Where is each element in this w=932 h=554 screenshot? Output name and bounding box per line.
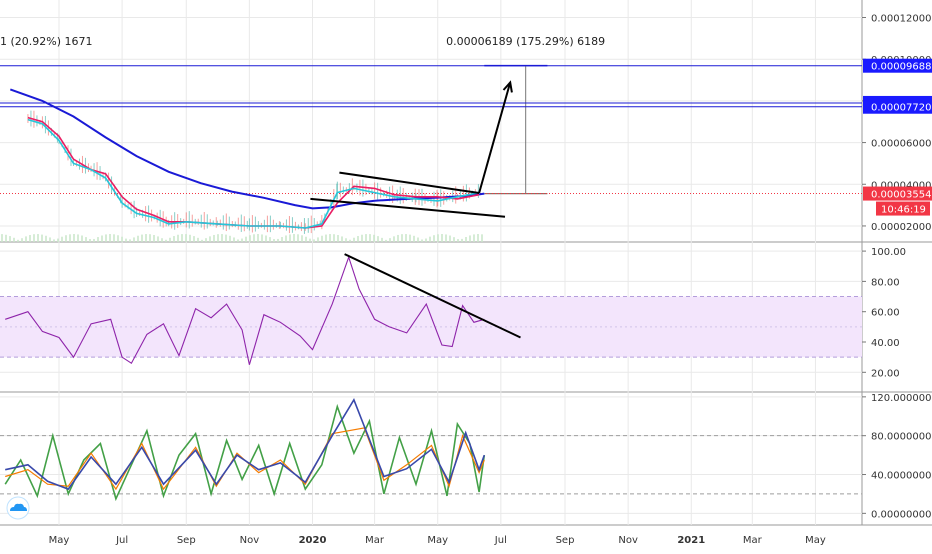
measure-annotation-left: 1 (20.92%) 1671 xyxy=(0,35,93,48)
price-label: 0.00003554 xyxy=(871,190,931,201)
time-tick-label: 2021 xyxy=(677,535,705,546)
time-tick-label: Jul xyxy=(494,535,507,546)
price-label: 0.00009688 xyxy=(871,62,931,73)
time-tick-label: Nov xyxy=(240,535,260,546)
time-tick-label: Sep xyxy=(177,535,196,546)
price-label-box xyxy=(863,99,932,114)
tradingview-cloud-icon[interactable] xyxy=(6,496,30,520)
y-tick-label: 100.00 xyxy=(871,247,906,258)
rsi-series xyxy=(5,255,485,365)
grid-layer xyxy=(0,0,932,526)
time-tick-label: May xyxy=(427,535,448,546)
time-tick-label: 2020 xyxy=(299,535,327,546)
y-tick-label: 120.00000000 xyxy=(871,393,932,404)
y-tick-label: 20.00 xyxy=(871,368,900,379)
y-tick-label: 0.00006000 xyxy=(871,139,931,150)
time-tick-label: Mar xyxy=(743,535,763,546)
price-label: 0.00007720 xyxy=(871,103,931,114)
price-series-0 xyxy=(9,88,485,210)
projection-arrow-head xyxy=(502,80,513,93)
y-tick-label: 0.00004000 xyxy=(871,180,931,191)
countdown-label: 10:46:19 xyxy=(881,205,926,216)
price-trendline-0 xyxy=(339,171,480,194)
time-tick-label: Jul xyxy=(115,535,128,546)
stoch-series-1 xyxy=(5,427,485,491)
price-trendline-1 xyxy=(310,197,506,218)
y-tick-label: 0.00000000 xyxy=(871,509,931,520)
time-tick-label: Mar xyxy=(365,535,385,546)
stoch-series-2 xyxy=(5,397,486,491)
y-tick-label: 60.00 xyxy=(871,308,900,319)
projection-arrow xyxy=(478,82,512,194)
y-tick-label: 40.00 xyxy=(871,338,900,349)
y-tick-label: 0.00002000 xyxy=(871,222,931,233)
measure-annotation-right: 0.00006189 (175.29%) 6189 xyxy=(446,35,605,48)
price-series-2 xyxy=(27,118,480,229)
price-label-box xyxy=(863,58,932,73)
labels-layer: 1 (20.92%) 1671 0.00006189 (175.29%) 6189… xyxy=(0,35,932,216)
time-tick-label: Nov xyxy=(618,535,638,546)
stoch-series-0 xyxy=(4,403,486,502)
time-tick-label: May xyxy=(49,535,70,546)
countdown-box xyxy=(876,201,930,216)
time-tick-label: May xyxy=(805,535,826,546)
y-tick-label: 80.00000000 xyxy=(871,432,932,443)
y-tick-label: 80.00 xyxy=(871,277,900,288)
rsi-trendline xyxy=(344,253,521,339)
y-tick-label: 0.00012000 xyxy=(871,14,931,25)
price-label-box xyxy=(863,186,932,201)
y-tick-label: 40.00000000 xyxy=(871,471,932,482)
panels-layer xyxy=(0,64,862,502)
time-tick-label: Sep xyxy=(556,535,575,546)
